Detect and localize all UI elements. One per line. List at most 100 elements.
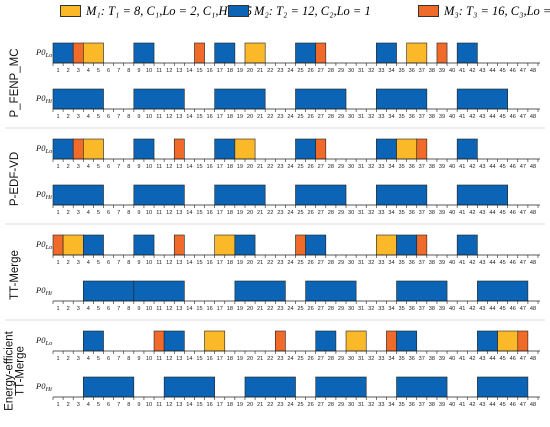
tick-label: 31 [358, 260, 364, 266]
tick-label: 43 [479, 164, 485, 170]
tick-label: 28 [328, 402, 334, 408]
tick-label: 17 [217, 114, 223, 120]
legend-swatch-m1 [60, 5, 81, 17]
tick-label: 36 [409, 164, 415, 170]
tick-label: 48 [530, 114, 536, 120]
tick-label: 45 [500, 68, 506, 74]
tick-label: 19 [237, 68, 243, 74]
tick-label: 23 [277, 402, 283, 408]
tick-label: 43 [479, 68, 485, 74]
segment-m1 [83, 42, 104, 64]
segment-m3 [194, 42, 205, 64]
tick-label: 22 [267, 114, 273, 120]
tick-label: 23 [277, 356, 283, 362]
tick-label: 45 [500, 306, 506, 312]
tick-label: 30 [348, 210, 354, 216]
tick-label: 34 [388, 356, 394, 362]
segment-m1 [396, 138, 418, 160]
segment-m2 [234, 280, 286, 302]
tick-label: 22 [267, 260, 273, 266]
tick-label: 20 [247, 402, 253, 408]
tick-label: 46 [510, 164, 516, 170]
tick-label: 43 [479, 210, 485, 216]
tick-label: 5 [97, 114, 100, 120]
segment-m1 [497, 330, 519, 352]
tick-label: 9 [137, 306, 140, 312]
tick-label: 30 [348, 68, 354, 74]
tick-label: 42 [469, 114, 475, 120]
tick-label: 38 [429, 164, 435, 170]
tick-label: 2 [67, 164, 70, 170]
tick-label: 31 [358, 210, 364, 216]
tick-label: 3 [77, 306, 80, 312]
tick-label: 15 [196, 260, 202, 266]
tick-label: 8 [127, 210, 130, 216]
tick-label: 1 [56, 402, 59, 408]
tick-label: 3 [77, 210, 80, 216]
tick-label: 3 [77, 164, 80, 170]
tick-label: 16 [206, 356, 212, 362]
tick-label: 5 [97, 164, 100, 170]
tick-label: 14 [186, 260, 192, 266]
tick-label: 21 [257, 306, 263, 312]
segment-m2 [234, 234, 256, 256]
tick-label: 17 [217, 164, 223, 170]
tick-label: 35 [398, 114, 404, 120]
tick-label: 26 [308, 164, 314, 170]
tick-label: 28 [328, 68, 334, 74]
segment-m2 [376, 138, 397, 160]
tick-label: 47 [520, 402, 526, 408]
tick-label: 9 [137, 210, 140, 216]
legend-label-m2: M₂: T₂ = 12, C₂,Lo = 1 [254, 3, 371, 18]
tick-label: 5 [97, 68, 100, 74]
segment-m2 [52, 88, 104, 110]
tick-label: 25 [297, 164, 303, 170]
tick-label: 2 [67, 114, 70, 120]
tick-label: 36 [409, 402, 415, 408]
tick-label: 38 [429, 114, 435, 120]
tick-label: 21 [257, 260, 263, 266]
tick-label: 40 [449, 114, 455, 120]
group-label-energy-efficient-tt-merge: Energy-efficient [4, 330, 16, 410]
tick-label: 15 [196, 68, 202, 74]
segment-m3 [72, 138, 84, 160]
tick-label: 12 [166, 306, 172, 312]
tick-label: 42 [469, 260, 475, 266]
segment-m2 [315, 330, 337, 352]
tick-label: 43 [479, 114, 485, 120]
tick-label: 20 [247, 260, 253, 266]
tick-label: 38 [429, 356, 435, 362]
tick-label: 48 [530, 260, 536, 266]
tick-label: 39 [439, 402, 445, 408]
tick-label: 19 [237, 306, 243, 312]
tick-label: 17 [217, 306, 223, 312]
tick-label: 32 [368, 306, 374, 312]
row-label-p0-hi: P0Hi [35, 285, 52, 297]
tick-label: 15 [196, 114, 202, 120]
tick-label: 48 [530, 402, 536, 408]
tick-label: 19 [237, 114, 243, 120]
tick-label: 34 [388, 306, 394, 312]
tick-label: 45 [500, 210, 506, 216]
segment-m3 [274, 330, 286, 352]
tick-label: 37 [419, 210, 425, 216]
tick-label: 46 [510, 210, 516, 216]
tick-label: 38 [429, 306, 435, 312]
segment-m2 [133, 234, 155, 256]
tick-label: 25 [297, 68, 303, 74]
tick-label: 11 [156, 164, 162, 170]
tick-label: 2 [67, 210, 70, 216]
tick-label: 24 [287, 260, 293, 266]
tick-label: 33 [378, 260, 384, 266]
tick-label: 18 [227, 114, 233, 120]
segment-m2 [477, 376, 529, 398]
tick-label: 20 [247, 356, 253, 362]
tick-label: 31 [358, 402, 364, 408]
tick-label: 41 [459, 114, 465, 120]
tick-label: 31 [358, 68, 364, 74]
tick-label: 7 [117, 260, 120, 266]
row-label-p0-lo: P0Lo [35, 335, 53, 347]
tick-label: 44 [489, 114, 495, 120]
tick-label: 11 [156, 402, 162, 408]
tick-label: 5 [97, 210, 100, 216]
